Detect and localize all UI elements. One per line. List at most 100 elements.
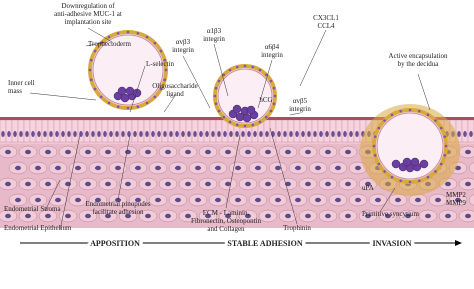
trophoblast-nucleus	[99, 95, 103, 99]
trophoblast-nucleus	[145, 101, 149, 105]
trophoblast-nucleus	[126, 30, 130, 34]
nucleus	[15, 165, 21, 171]
embryos	[88, 30, 460, 196]
arrow-head	[455, 240, 462, 246]
trophoblast-nucleus	[243, 64, 247, 68]
nucleus	[105, 213, 111, 219]
nucleus	[35, 165, 41, 171]
trophoblast-nucleus	[443, 154, 447, 157]
label: ligand	[166, 90, 184, 98]
nucleus	[115, 165, 121, 171]
trophoblast-nucleus	[164, 68, 168, 72]
trophoblast-nucleus	[426, 175, 430, 179]
nucleus	[55, 197, 61, 203]
nucleus	[215, 197, 221, 203]
nucleus	[195, 165, 201, 171]
trophoblast-nucleus	[264, 73, 268, 77]
nucleus	[145, 181, 151, 187]
nucleus	[365, 181, 371, 187]
trophoblast-nucleus	[264, 115, 268, 119]
stromal-cell	[468, 162, 474, 174]
nucleus	[337, 131, 341, 137]
nucleus	[241, 131, 245, 137]
nucleus	[335, 197, 341, 203]
leader-line	[85, 41, 107, 47]
nucleus	[43, 131, 47, 137]
nucleus	[355, 197, 361, 203]
trophoblast-nucleus	[272, 86, 276, 90]
label: Primitive syncytium	[362, 210, 420, 218]
nucleus	[265, 131, 269, 137]
trophoblast-nucleus	[418, 179, 421, 183]
nucleus	[55, 165, 61, 171]
trophoblast-nucleus	[377, 162, 381, 166]
trophoblast-nucleus	[373, 135, 377, 138]
nucleus	[105, 181, 111, 187]
label: by the decidua	[398, 60, 440, 68]
trophoblast-nucleus	[153, 41, 157, 45]
nucleus	[31, 131, 35, 137]
nucleus	[61, 131, 65, 137]
nucleus	[265, 181, 271, 187]
nucleus	[457, 131, 461, 137]
trophoblast-nucleus	[408, 108, 412, 112]
label: CX3CL1	[313, 14, 339, 22]
nucleus	[205, 149, 211, 155]
nucleus	[169, 131, 173, 137]
leader-line	[289, 112, 301, 116]
nucleus	[195, 197, 201, 203]
label: Trophinin	[283, 224, 311, 232]
nucleus	[85, 149, 91, 155]
nucleus	[215, 165, 221, 171]
trophoblast-nucleus	[217, 109, 221, 113]
nucleus	[175, 197, 181, 203]
label: ECM - Laminin,	[203, 209, 250, 217]
nucleus	[205, 213, 211, 219]
trophoblast-nucleus	[383, 170, 386, 173]
nucleus	[139, 131, 143, 137]
nucleus	[455, 197, 461, 203]
nucleus	[355, 131, 359, 137]
trophoblast-nucleus	[89, 78, 93, 82]
nucleus	[187, 131, 191, 137]
trophoblast-nucleus	[399, 109, 402, 113]
nucleus	[235, 165, 241, 171]
nucleus	[315, 165, 321, 171]
trophoblast-nucleus	[434, 170, 437, 173]
nucleus	[45, 181, 51, 187]
nucleus	[365, 213, 371, 219]
nucleus	[25, 149, 31, 155]
nucleus	[345, 181, 351, 187]
nucleus	[275, 165, 281, 171]
trophoblast-nucleus	[372, 144, 376, 148]
trophoblast-nucleus	[251, 65, 255, 69]
trophoblast-nucleus	[222, 115, 226, 119]
nucleus	[25, 213, 31, 219]
nucleus	[265, 149, 271, 155]
trophoblast-nucleus	[163, 78, 167, 82]
nucleus	[345, 213, 351, 219]
nucleus	[163, 131, 167, 137]
nucleus	[289, 131, 293, 137]
trophoblast-nucleus	[390, 113, 394, 117]
nucleus	[211, 131, 215, 137]
label: facilitate adhesion	[92, 208, 144, 216]
nucleus	[435, 197, 441, 203]
nucleus	[405, 213, 411, 219]
trophoblast-nucleus	[258, 68, 262, 72]
stage-label: APPOSITION	[90, 239, 140, 248]
nucleus	[125, 181, 131, 187]
nucleus	[275, 197, 281, 203]
label: αvβ5	[293, 97, 308, 105]
trophoblast-nucleus	[93, 49, 97, 53]
trophoblast-nucleus	[136, 105, 140, 109]
leader-line	[129, 65, 146, 113]
nucleus	[15, 197, 21, 203]
leader-line	[257, 59, 273, 109]
nucleus	[175, 131, 179, 137]
nucleus	[105, 149, 111, 155]
nucleus	[301, 131, 305, 137]
trophoblast-nucleus	[235, 65, 239, 69]
nucleus	[415, 197, 421, 203]
